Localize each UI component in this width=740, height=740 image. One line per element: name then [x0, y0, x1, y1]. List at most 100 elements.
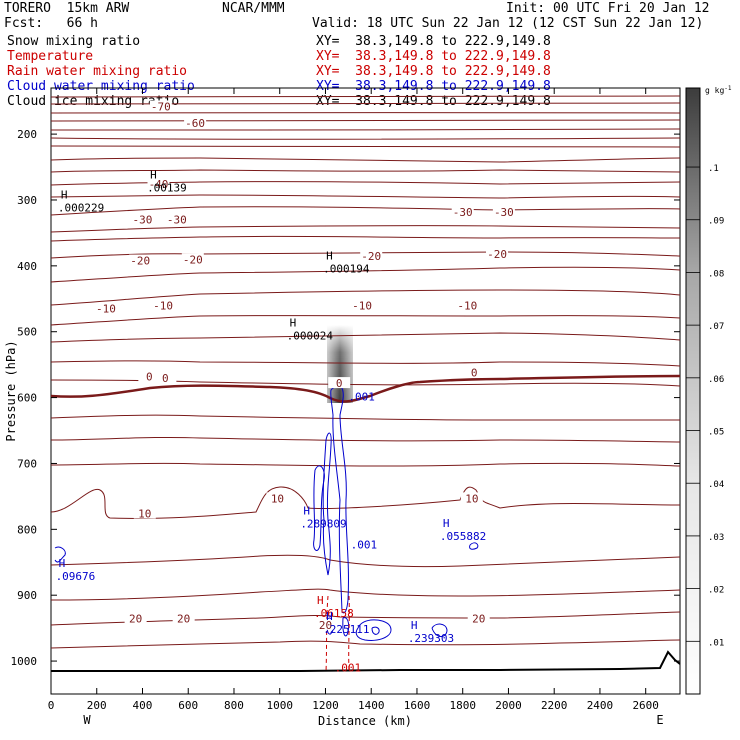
- colorbar-tick-label: .02: [708, 586, 724, 596]
- max-value-label: .00139: [147, 182, 187, 195]
- cloud-water-contours: [54, 386, 479, 641]
- field-xy-temperature: XY= 38.3,149.8 to 222.9,149.8: [316, 49, 551, 64]
- colorbar-tick-label: .04: [708, 480, 724, 490]
- temperature-contour-label: -20: [487, 248, 507, 261]
- isotherm: [50, 169, 681, 173]
- temperature-contour-label: 0: [336, 377, 343, 390]
- colorbar-tick-label: .09: [708, 217, 724, 227]
- y-tick-label: 600: [17, 392, 37, 405]
- isotherm: [50, 639, 681, 649]
- high-marker: H: [290, 317, 297, 330]
- init-time: Init: 00 UTC Fri 20 Jan 12: [506, 1, 710, 16]
- isotherm: [50, 289, 681, 306]
- y-tick-label: 300: [17, 194, 37, 207]
- y-tick-label: 900: [17, 589, 37, 602]
- x-axis-east-label: E: [656, 713, 663, 727]
- isotherm: [50, 181, 681, 186]
- isotherm: [50, 360, 681, 367]
- y-axis-label: Pressure (hPa): [4, 340, 18, 441]
- contour-label-mask: [165, 213, 188, 225]
- cloud-water-contour: [355, 619, 392, 641]
- temperature-contour-label: 0: [146, 371, 153, 384]
- temperature-contour-label: -10: [457, 299, 477, 312]
- temperature-contour-label: -40: [149, 178, 169, 191]
- isotherm: [50, 145, 681, 148]
- isotherm: [50, 379, 681, 387]
- high-marker: H: [61, 188, 68, 201]
- svg-text:g kg-1: g kg-1: [705, 85, 732, 95]
- x-tick-label: 0: [48, 699, 55, 712]
- colorbar-tick-label: .03: [708, 533, 724, 543]
- contour-label-mask: [456, 299, 479, 311]
- x-tick-label: 400: [133, 699, 153, 712]
- field-xy-cloud-ice: XY= 38.3,149.8 to 222.9,149.8: [316, 94, 551, 109]
- max-value-label: .000024: [287, 330, 334, 343]
- high-marker: H: [326, 610, 333, 623]
- field-name-rain: Rain water mixing ratio: [7, 64, 188, 79]
- max-value-label: .055882: [440, 530, 486, 543]
- temperature-contour-label: 10: [138, 508, 151, 521]
- colorbar-scale: [685, 87, 701, 695]
- isotherm: [50, 486, 681, 519]
- temperature-contour-label: -60: [185, 117, 205, 130]
- plot-area: 0 200 400 600 800 1000 1200 1400 1600 1800 2000 220…: [11, 87, 681, 712]
- contour-label-mask: [147, 178, 170, 190]
- isotherm: [50, 332, 681, 343]
- contour-label-mask: [328, 377, 351, 389]
- rain-water-contour: [348, 595, 350, 673]
- cloud-water-contour: [330, 386, 349, 614]
- valid-time: Valid: 18 UTC Sun 22 Jan 12 (12 CST Sun …: [312, 16, 704, 31]
- colorbar-tick-label: .1: [708, 164, 719, 174]
- minimum-labels: .001 .001 .001: [335, 390, 378, 674]
- temperature-contour-label: -10: [96, 303, 116, 316]
- max-value-label: .239303: [408, 632, 454, 645]
- min-value-label: .001: [335, 662, 362, 675]
- max-value-label: .289809: [300, 517, 346, 530]
- temperature-contour-label: -30: [133, 214, 153, 227]
- max-value-label: .000229: [58, 201, 104, 214]
- contour-label-mask: [486, 247, 509, 259]
- isotherm: [50, 436, 681, 443]
- isotherm: [50, 251, 681, 259]
- contour-label-mask: [184, 116, 207, 128]
- isotherm: [50, 588, 681, 601]
- temperature-contour-label: 20: [177, 612, 190, 625]
- temperature-contour-label: -30: [453, 206, 473, 219]
- contour-label-mask: [463, 366, 486, 378]
- isotherm: [50, 157, 681, 163]
- contour-label-mask: [129, 254, 152, 266]
- center-title: NCAR/MMM: [222, 1, 285, 16]
- isotherm: [50, 137, 681, 140]
- max-value-label: .06158: [314, 607, 354, 620]
- temperature-contour-label: 20: [129, 612, 142, 625]
- temperature-contour-label: -20: [183, 253, 203, 266]
- contour-label-mask: [133, 507, 156, 519]
- plot-frame: [50, 87, 681, 695]
- x-tick-label: 2400: [587, 699, 614, 712]
- temperature-contour-label: -70: [151, 100, 171, 113]
- isotherm: [50, 462, 681, 467]
- contour-label-mask: [181, 253, 204, 265]
- high-marker: H: [443, 517, 450, 530]
- high-marker: H: [317, 594, 324, 607]
- rain-water-contours: [325, 595, 350, 673]
- temperature-contour-label: 20: [472, 612, 485, 625]
- x-tick-label: 200: [87, 699, 107, 712]
- colorbar-tick-label: .08: [708, 269, 724, 279]
- isotherm: [50, 315, 681, 326]
- contour-label-mask: [138, 370, 161, 382]
- contour-label-mask: [460, 492, 483, 504]
- contour-label-mask: [467, 612, 490, 624]
- isotherm: [50, 225, 681, 233]
- y-tick-label: 1000: [11, 655, 38, 668]
- contour-label-mask: [124, 612, 147, 624]
- contour-label-mask: [314, 618, 337, 630]
- high-marker: H: [326, 250, 333, 263]
- max-value-label: .000194: [323, 263, 370, 276]
- contour-label-mask: [131, 213, 154, 225]
- y-tick-label: 700: [17, 457, 37, 470]
- isotherm: [50, 102, 681, 105]
- max-value-label: .09676: [56, 570, 96, 583]
